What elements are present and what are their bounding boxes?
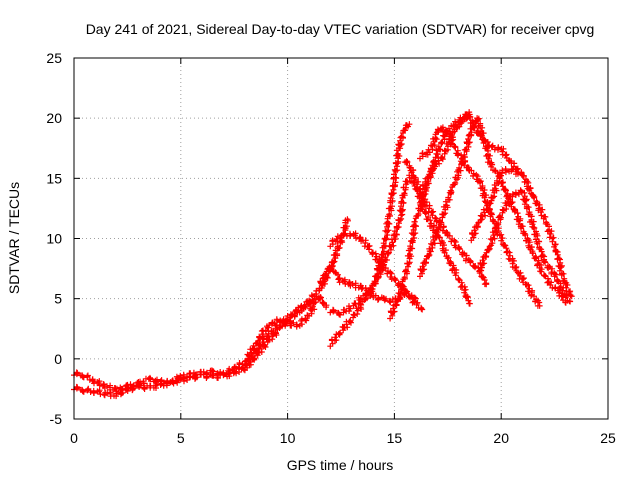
marker-path-2 — [241, 294, 330, 374]
marker-path-12 — [468, 166, 575, 300]
series-satellite-track-10 — [419, 112, 522, 196]
y-axis-label: SDTVAR / TECUs — [6, 182, 22, 294]
series-satellite-track-5 — [316, 262, 419, 306]
x-tick-label: 5 — [177, 430, 185, 446]
series-satellite-track-7 — [327, 121, 413, 350]
marker-path-13 — [476, 187, 574, 305]
series-satellite-track-3 — [241, 294, 330, 374]
y-tick-label: 25 — [46, 50, 62, 66]
y-tick-label: 0 — [54, 351, 62, 367]
x-tick-label: 10 — [280, 430, 296, 446]
y-tick-label: 5 — [54, 291, 62, 307]
series-satellite-track-13 — [468, 166, 575, 300]
marker-path-4 — [316, 262, 419, 306]
y-tick-label: 15 — [46, 170, 62, 186]
marker-path-6 — [327, 121, 413, 350]
marker-path-1 — [71, 299, 319, 400]
y-tick-label: 10 — [46, 231, 62, 247]
data-series — [71, 109, 575, 400]
x-tick-label: 20 — [493, 430, 509, 446]
x-tick-label: 25 — [600, 430, 616, 446]
x-tick-label: 15 — [387, 430, 403, 446]
series-satellite-track-14 — [476, 187, 574, 305]
y-tick-label: 20 — [46, 110, 62, 126]
axis-ticks: 0 5 10 15 20 25 -5 0 5 10 15 20 25 — [46, 50, 616, 446]
series-satellite-track-12 — [417, 115, 569, 306]
x-axis-label: GPS time / hours — [287, 457, 394, 473]
marker-path-9 — [419, 112, 522, 196]
series-satellite-track-2 — [71, 299, 319, 400]
marker-path-11 — [417, 115, 569, 306]
grid — [74, 58, 608, 419]
chart-title: Day 241 of 2021, Sidereal Day-to-day VTE… — [86, 21, 595, 37]
x-tick-label: 0 — [70, 430, 78, 446]
y-tick-label: -5 — [50, 411, 63, 427]
